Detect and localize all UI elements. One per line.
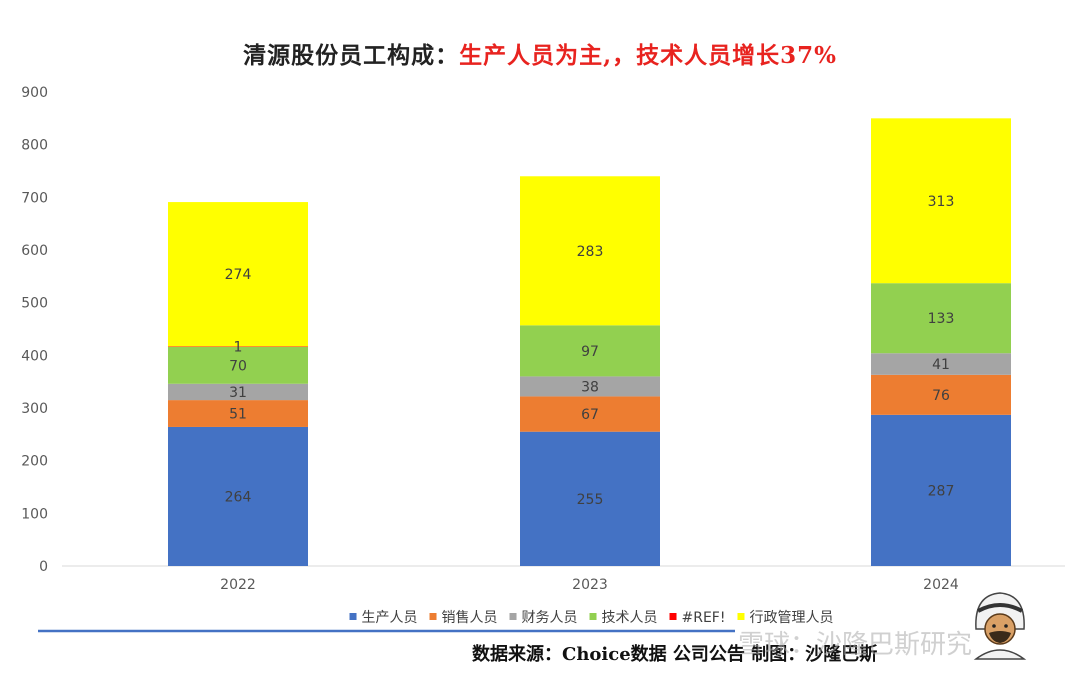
- y-tick-label: 900: [21, 85, 48, 101]
- legend-label: 财务人员: [522, 610, 578, 626]
- chart-title-highlight: 生产人员为主,，技术人员增长37%: [459, 42, 837, 69]
- bar-data-label: 1: [234, 340, 243, 356]
- bar-data-label: 283: [577, 244, 604, 260]
- legend-swatch: [669, 613, 677, 620]
- bar-data-label: 76: [932, 388, 950, 404]
- source-note: 数据来源：Choice数据 公司公告 制图：沙隆巴斯: [472, 644, 878, 665]
- bar-segment: [168, 346, 308, 347]
- bar-data-label: 38: [581, 379, 599, 395]
- bar-data-label: 133: [928, 311, 955, 327]
- bar-segment: [520, 431, 660, 566]
- y-tick-label: 500: [21, 296, 48, 312]
- y-tick-label: 200: [21, 454, 48, 470]
- legend-swatch: [509, 613, 517, 620]
- chart-title: 清源股份员工构成：生产人员为主,，技术人员增长37%: [0, 36, 1080, 70]
- bar-data-label: 313: [928, 194, 955, 210]
- bar-segment: [520, 396, 660, 432]
- legend-swatch: [349, 613, 357, 620]
- legend-swatch: [737, 613, 745, 620]
- bar-segment: [168, 426, 308, 566]
- legend-swatch: [429, 613, 437, 620]
- y-tick-label: 800: [21, 138, 48, 154]
- bar-segment: [871, 353, 1011, 375]
- y-tick-label: 700: [21, 190, 48, 206]
- bar-data-label: 70: [229, 358, 247, 374]
- bar-segment: [871, 414, 1011, 566]
- legend-label: #REF!: [682, 610, 726, 626]
- bar-data-label: 41: [932, 357, 950, 373]
- legend-label: 行政管理人员: [749, 610, 833, 626]
- x-tick-label: 2022: [220, 577, 256, 593]
- legend-label: 销售人员: [442, 610, 498, 626]
- bars: [168, 118, 1011, 566]
- legend-swatch: [589, 613, 597, 620]
- bar-data-label: 274: [225, 267, 252, 283]
- bar-segment: [168, 346, 308, 384]
- legend-label: 技术人员: [602, 610, 658, 626]
- x-axis: 2022 2023 2024: [62, 565, 1065, 593]
- y-tick-label: 600: [21, 243, 48, 259]
- x-tick-label: 2023: [572, 577, 608, 593]
- bar-segment: [168, 400, 308, 427]
- bar-data-label: 255: [577, 492, 604, 508]
- y-tick-label: 100: [21, 506, 48, 522]
- y-tick-label: 300: [21, 401, 48, 417]
- x-tick-label: 2024: [923, 577, 959, 593]
- bar-data-label: 51: [229, 407, 247, 423]
- author-avatar: [973, 592, 1027, 660]
- bar-segment: [168, 383, 308, 401]
- bar-segment: [871, 374, 1011, 415]
- bar-segment: [871, 118, 1011, 284]
- bar-data-label: 97: [581, 344, 599, 360]
- bar-labels: 264 51 31 70 1 274 255 67 38 97 283 287 76 41 133 313: [225, 194, 955, 508]
- bar-data-label: 67: [581, 407, 599, 423]
- bar-data-label: 264: [225, 489, 252, 505]
- chart-title-main: 清源股份员工构成：: [243, 42, 460, 69]
- legend-label: 生产人员: [362, 610, 418, 626]
- bar-data-label: 31: [229, 385, 247, 401]
- legend: 生产人员 销售人员 财务人员 技术人员 #REF! 行政管理人员: [349, 610, 833, 626]
- bar-segment: [520, 176, 660, 326]
- bar-data-label: 287: [928, 483, 955, 499]
- y-tick-label: 0: [39, 559, 48, 575]
- watermark: 雪球：沙隆巴斯研究: [738, 630, 973, 660]
- bar-segment: [520, 325, 660, 377]
- bar-segment: [520, 376, 660, 397]
- y-tick-label: 400: [21, 348, 48, 364]
- bar-segment: [168, 202, 308, 347]
- y-axis: 0 100 200 300 400 500 600 700 800 900: [21, 85, 48, 575]
- bar-segment: [871, 283, 1011, 354]
